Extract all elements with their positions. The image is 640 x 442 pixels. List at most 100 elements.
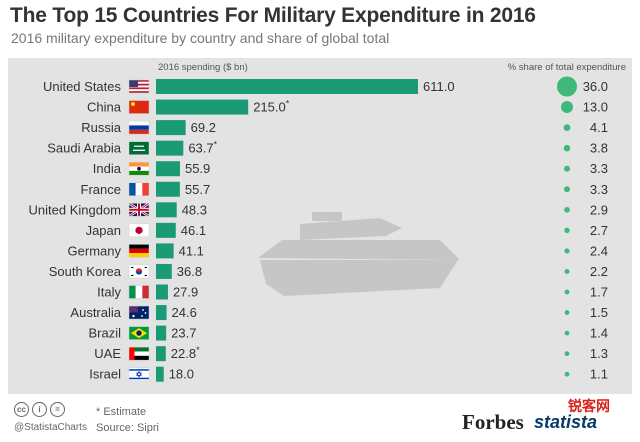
category-label: Brazil <box>88 326 121 341</box>
share-bubble <box>564 330 570 336</box>
category-label: United States <box>43 79 122 94</box>
share-value-label: 2.9 <box>590 202 608 217</box>
share-bubble <box>564 289 570 295</box>
spending-bar <box>156 120 186 136</box>
chart-row: Italy 27.9 1.7 <box>97 284 608 300</box>
bar-chart: United States 611.0 36.0 China 215.0* 13.0 Rus… <box>29 62 626 382</box>
category-label: Japan <box>86 223 121 238</box>
spending-bar <box>156 284 168 300</box>
page-title: The Top 15 Countries For Military Expend… <box>10 4 536 27</box>
flag-russia-icon <box>128 120 150 135</box>
share-bubble <box>564 310 570 315</box>
chart-row: India 55.9 3.3 <box>93 161 608 177</box>
share-value-label: 1.1 <box>590 367 608 382</box>
share-value-label: 3.3 <box>590 161 608 176</box>
chart-row: Brazil 23.7 1.4 <box>88 325 608 341</box>
category-label: South Korea <box>49 264 122 279</box>
category-label: Australia <box>70 305 121 320</box>
no-derivatives-icon: = <box>50 402 65 417</box>
spending-value-label: 55.7 <box>185 182 210 197</box>
spending-bar <box>156 263 172 279</box>
attribution-icon: i <box>32 402 47 417</box>
spending-bar <box>156 346 166 362</box>
statista-handle: @StatistaCharts <box>14 422 87 433</box>
share-value-label: 2.2 <box>590 264 608 279</box>
chart-row: France 55.7 3.3 <box>81 181 608 197</box>
share-bubble <box>564 351 570 357</box>
category-label: India <box>93 161 122 176</box>
flag-japan-icon <box>128 223 150 238</box>
share-bubble <box>564 268 570 274</box>
category-label: Saudi Arabia <box>47 141 121 156</box>
flag-brazil-icon <box>128 326 150 340</box>
category-label: Germany <box>68 243 122 258</box>
share-value-label: 1.3 <box>590 346 608 361</box>
spending-value-label: 23.7 <box>171 326 196 341</box>
flag-india-icon <box>128 161 150 176</box>
share-bubble <box>563 144 571 152</box>
chart-row: United States 611.0 36.0 <box>43 76 608 97</box>
chart-row: Japan 46.1 2.7 <box>86 222 608 238</box>
share-value-label: 1.5 <box>590 305 608 320</box>
chart-row: Australia 24.6 1.5 <box>70 305 608 321</box>
chart-row: United Kingdom 48.3 2.9 <box>29 202 608 218</box>
share-value-label: 1.4 <box>590 326 608 341</box>
creative-commons-badges: cc i = <box>14 402 65 417</box>
spending-bar <box>156 140 184 156</box>
share-bubble <box>560 101 574 114</box>
estimate-note: * Estimate <box>96 406 147 418</box>
share-column-header: % share of total expenditure <box>508 62 626 73</box>
spending-value-label: 22.8* <box>171 345 200 361</box>
spending-bar <box>156 325 167 341</box>
category-label: Israel <box>89 367 121 382</box>
share-value-label: 36.0 <box>583 79 608 94</box>
spending-value-label: 27.9 <box>173 285 198 300</box>
page-subtitle: 2016 military expenditure by country and… <box>11 30 390 46</box>
tank-silhouette-icon <box>258 212 460 296</box>
flag-germany-icon <box>128 244 150 258</box>
spending-bar <box>156 222 176 238</box>
flag-australia-icon <box>128 305 150 320</box>
chart-row: Russia 69.2 4.1 <box>81 120 608 136</box>
share-value-label: 3.8 <box>590 141 608 156</box>
share-bubble <box>563 186 571 193</box>
category-label: France <box>81 182 121 197</box>
flag-uk-icon <box>128 202 150 218</box>
flag-israel-icon <box>128 367 150 381</box>
forbes-logo: Forbes <box>462 410 524 434</box>
spending-column-header: 2016 spending ($ bn) <box>158 62 248 73</box>
spending-value-label: 611.0 <box>423 79 455 94</box>
source-note: Source: Sipri <box>96 422 159 434</box>
spending-value-label: 46.1 <box>181 223 206 238</box>
spending-bar <box>156 305 167 321</box>
share-bubble <box>557 76 577 97</box>
share-bubble <box>564 227 570 234</box>
share-value-label: 2.7 <box>590 223 608 238</box>
flag-france-icon <box>128 182 150 196</box>
statista-logo: statista <box>534 412 598 432</box>
flag-uae-icon <box>128 346 150 361</box>
spending-value-label: 24.6 <box>172 305 197 320</box>
flag-china-icon <box>128 100 150 114</box>
share-value-label: 1.7 <box>590 285 608 300</box>
share-value-label: 4.1 <box>590 120 608 135</box>
spending-bar <box>156 202 177 218</box>
flag-south-korea-icon <box>128 264 150 279</box>
category-label: UAE <box>94 346 121 361</box>
spending-bar <box>156 99 249 115</box>
spending-value-label: 55.9 <box>185 161 210 176</box>
spending-bar <box>156 181 180 197</box>
spending-value-label: 69.2 <box>191 120 216 135</box>
share-bubble <box>564 206 570 213</box>
category-label: Italy <box>97 285 121 300</box>
chart-row: China 215.0* 13.0 <box>87 99 608 115</box>
chart-row: Saudi Arabia 63.7* 3.8 <box>47 140 608 156</box>
spending-value-label: 36.8 <box>177 264 202 279</box>
category-label: United Kingdom <box>29 202 122 217</box>
share-value-label: 2.4 <box>590 243 608 258</box>
share-bubble <box>563 165 571 172</box>
watermark: 锐客网 <box>568 398 610 414</box>
spending-value-label: 215.0* <box>253 99 290 115</box>
share-bubble <box>564 248 570 254</box>
